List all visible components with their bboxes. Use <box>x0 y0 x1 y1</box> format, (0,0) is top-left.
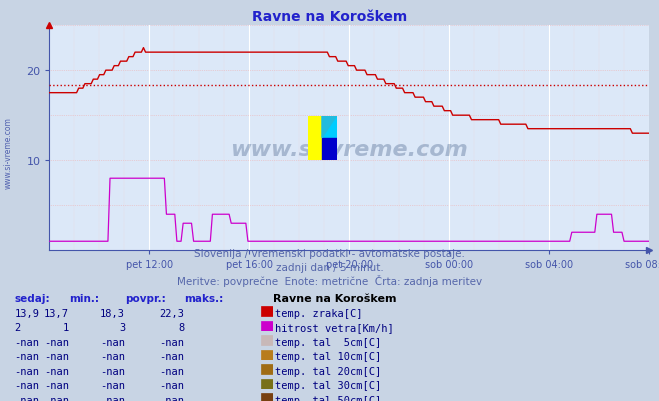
Text: -nan: -nan <box>14 366 40 376</box>
Text: maks.:: maks.: <box>185 294 224 304</box>
Text: -nan: -nan <box>14 395 40 401</box>
Text: -nan: -nan <box>14 380 40 390</box>
Text: -nan: -nan <box>44 366 69 376</box>
Text: -nan: -nan <box>44 337 69 347</box>
Text: 2: 2 <box>14 322 20 332</box>
Text: temp. tal 20cm[C]: temp. tal 20cm[C] <box>275 366 382 376</box>
Text: -nan: -nan <box>14 351 40 361</box>
Text: temp. tal 10cm[C]: temp. tal 10cm[C] <box>275 351 382 361</box>
Text: -nan: -nan <box>100 351 125 361</box>
Text: Slovenija / vremenski podatki - avtomatske postaje.: Slovenija / vremenski podatki - avtomats… <box>194 249 465 259</box>
Text: www.si-vreme.com: www.si-vreme.com <box>231 140 468 160</box>
Text: 13,9: 13,9 <box>14 308 40 318</box>
Text: temp. zraka[C]: temp. zraka[C] <box>275 308 363 318</box>
Text: -nan: -nan <box>159 380 185 390</box>
Text: -nan: -nan <box>100 366 125 376</box>
Text: hitrost vetra[Km/h]: hitrost vetra[Km/h] <box>275 322 394 332</box>
Text: 8: 8 <box>179 322 185 332</box>
Text: -nan: -nan <box>44 395 69 401</box>
Text: povpr.:: povpr.: <box>125 294 166 304</box>
Text: -nan: -nan <box>159 351 185 361</box>
Text: Ravne na Koroškem: Ravne na Koroškem <box>273 294 397 304</box>
Text: -nan: -nan <box>14 337 40 347</box>
Text: min.:: min.: <box>69 294 100 304</box>
Text: sedaj:: sedaj: <box>14 294 50 304</box>
Text: Ravne na Koroškem: Ravne na Koroškem <box>252 10 407 24</box>
Text: -nan: -nan <box>44 380 69 390</box>
Text: temp. tal 50cm[C]: temp. tal 50cm[C] <box>275 395 382 401</box>
Text: -nan: -nan <box>159 366 185 376</box>
Text: -nan: -nan <box>100 395 125 401</box>
Bar <box>322 116 337 138</box>
Polygon shape <box>322 116 337 138</box>
Text: -nan: -nan <box>44 351 69 361</box>
Bar <box>322 138 337 160</box>
Text: -nan: -nan <box>159 395 185 401</box>
Text: 1: 1 <box>63 322 69 332</box>
Text: 22,3: 22,3 <box>159 308 185 318</box>
Text: 3: 3 <box>119 322 125 332</box>
Text: -nan: -nan <box>159 337 185 347</box>
Text: temp. tal 30cm[C]: temp. tal 30cm[C] <box>275 380 382 390</box>
Text: 18,3: 18,3 <box>100 308 125 318</box>
Text: zadnji dan / 5 minut.: zadnji dan / 5 minut. <box>275 263 384 273</box>
Text: -nan: -nan <box>100 380 125 390</box>
Text: -nan: -nan <box>100 337 125 347</box>
Text: www.si-vreme.com: www.si-vreme.com <box>3 117 13 188</box>
Text: 13,7: 13,7 <box>44 308 69 318</box>
Text: Meritve: povprečne  Enote: metrične  Črta: zadnja meritev: Meritve: povprečne Enote: metrične Črta:… <box>177 275 482 287</box>
Text: temp. tal  5cm[C]: temp. tal 5cm[C] <box>275 337 382 347</box>
Bar <box>308 116 322 160</box>
